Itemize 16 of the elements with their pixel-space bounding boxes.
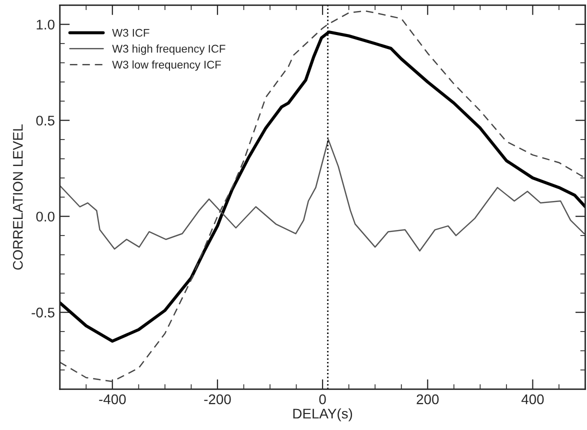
y-axis-title: CORRELATION LEVEL [12,124,23,270]
line-series [60,10,586,382]
y-tick-label: 1.0 [36,20,54,30]
x-tick-label: 200 [416,394,439,404]
y-tick-label: 0.5 [36,116,54,126]
x-tick-label: -400 [99,394,126,404]
x-tick-label: -200 [204,394,231,404]
legend-label: W3 high frequency ICF [112,44,226,55]
x-tick-label: 400 [521,394,544,404]
legend-label: W3 ICF [112,28,150,37]
x-tick-label: 0 [319,394,326,404]
line-series [60,138,585,252]
y-tick-label: -0.5 [32,308,54,318]
y-tick-label: 0.0 [36,212,54,222]
x-axis-title: DELAY(s) [293,408,352,422]
legend-label: W3 low frequency ICF [112,60,221,71]
